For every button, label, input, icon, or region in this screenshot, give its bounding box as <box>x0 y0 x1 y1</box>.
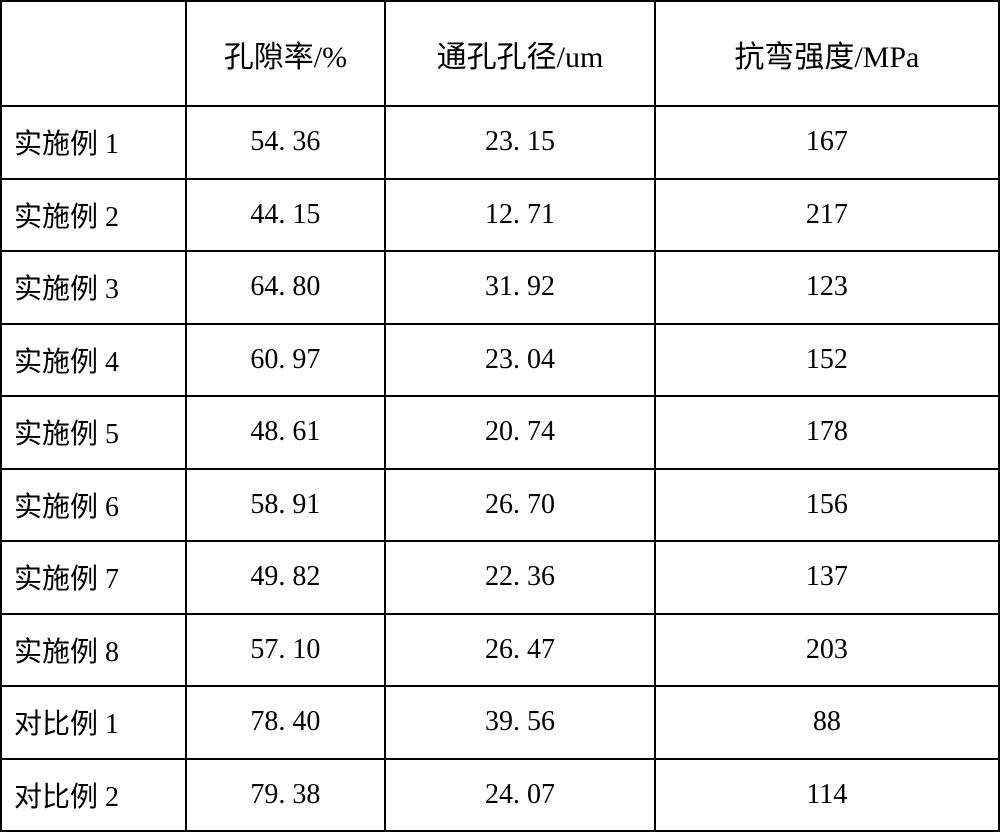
row-porosity: 44. 15 <box>186 179 386 252</box>
row-diameter: 24. 07 <box>385 759 654 832</box>
table-row: 对比例 1 78. 40 39. 56 88 <box>1 686 999 759</box>
row-porosity: 78. 40 <box>186 686 386 759</box>
row-label: 实施例 5 <box>1 396 186 469</box>
table-row: 实施例 6 58. 91 26. 70 156 <box>1 469 999 542</box>
row-diameter: 31. 92 <box>385 251 654 324</box>
row-diameter: 26. 47 <box>385 614 654 687</box>
row-porosity: 64. 80 <box>186 251 386 324</box>
row-porosity: 60. 97 <box>186 324 386 397</box>
row-porosity: 49. 82 <box>186 541 386 614</box>
row-label: 实施例 3 <box>1 251 186 324</box>
header-diameter: 通孔孔径/um <box>385 1 654 106</box>
table-row: 实施例 8 57. 10 26. 47 203 <box>1 614 999 687</box>
data-table: 孔隙率/% 通孔孔径/um 抗弯强度/MPa 实施例 1 54. 36 23. … <box>0 0 1000 832</box>
row-label: 实施例 1 <box>1 106 186 179</box>
row-strength: 203 <box>655 614 999 687</box>
table-body: 实施例 1 54. 36 23. 15 167 实施例 2 44. 15 12.… <box>1 106 999 831</box>
row-diameter: 39. 56 <box>385 686 654 759</box>
row-porosity: 57. 10 <box>186 614 386 687</box>
row-strength: 137 <box>655 541 999 614</box>
row-porosity: 58. 91 <box>186 469 386 542</box>
header-strength: 抗弯强度/MPa <box>655 1 999 106</box>
table-row: 实施例 7 49. 82 22. 36 137 <box>1 541 999 614</box>
table-row: 实施例 3 64. 80 31. 92 123 <box>1 251 999 324</box>
row-strength: 123 <box>655 251 999 324</box>
row-label: 实施例 4 <box>1 324 186 397</box>
table-row: 实施例 2 44. 15 12. 71 217 <box>1 179 999 252</box>
row-label: 对比例 2 <box>1 759 186 832</box>
table-row: 实施例 1 54. 36 23. 15 167 <box>1 106 999 179</box>
row-strength: 114 <box>655 759 999 832</box>
table-row: 实施例 4 60. 97 23. 04 152 <box>1 324 999 397</box>
row-diameter: 22. 36 <box>385 541 654 614</box>
row-porosity: 48. 61 <box>186 396 386 469</box>
table-row: 实施例 5 48. 61 20. 74 178 <box>1 396 999 469</box>
row-label: 对比例 1 <box>1 686 186 759</box>
header-porosity: 孔隙率/% <box>186 1 386 106</box>
row-diameter: 23. 15 <box>385 106 654 179</box>
table-header-row: 孔隙率/% 通孔孔径/um 抗弯强度/MPa <box>1 1 999 106</box>
row-porosity: 54. 36 <box>186 106 386 179</box>
row-label: 实施例 2 <box>1 179 186 252</box>
row-diameter: 12. 71 <box>385 179 654 252</box>
row-label: 实施例 7 <box>1 541 186 614</box>
row-strength: 156 <box>655 469 999 542</box>
row-diameter: 20. 74 <box>385 396 654 469</box>
row-strength: 167 <box>655 106 999 179</box>
row-diameter: 23. 04 <box>385 324 654 397</box>
row-strength: 178 <box>655 396 999 469</box>
row-label: 实施例 8 <box>1 614 186 687</box>
row-strength: 88 <box>655 686 999 759</box>
row-strength: 217 <box>655 179 999 252</box>
row-porosity: 79. 38 <box>186 759 386 832</box>
row-label: 实施例 6 <box>1 469 186 542</box>
table-row: 对比例 2 79. 38 24. 07 114 <box>1 759 999 832</box>
row-strength: 152 <box>655 324 999 397</box>
row-diameter: 26. 70 <box>385 469 654 542</box>
header-blank <box>1 1 186 106</box>
